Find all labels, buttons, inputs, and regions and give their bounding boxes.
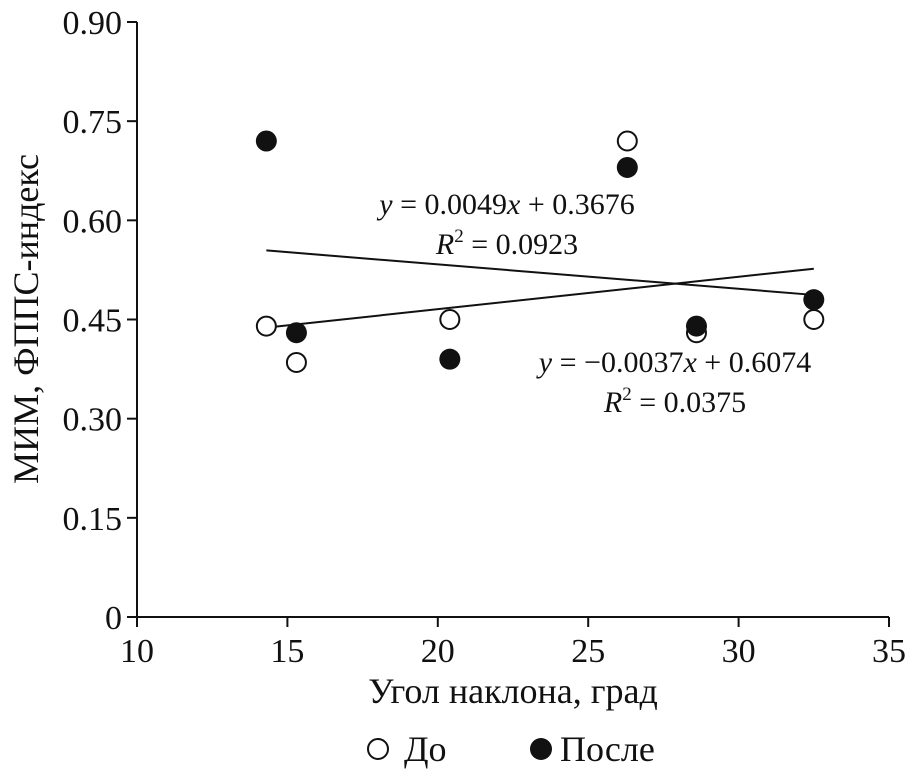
point-posle	[616, 156, 638, 178]
equation-annotation-posle: y = −0.0037x + 0.6074 R2 = 0.0375	[536, 346, 811, 419]
y-tick-label: 0.45	[63, 303, 123, 340]
data-points	[255, 130, 825, 373]
x-tick-label: 15	[270, 633, 304, 670]
equation-annotation-do: y = 0.0049x + 0.3676 R2 = 0.0923	[376, 188, 635, 261]
point-do	[439, 309, 461, 330]
point-posle	[285, 322, 307, 344]
y-tick-label: 0.90	[63, 5, 123, 42]
y-axis-title: МИМ, ФППС-индекс	[6, 154, 46, 484]
legend-marker-do	[367, 738, 389, 760]
y-tick-label: 0.60	[63, 203, 123, 240]
legend-label-posle: После	[560, 729, 655, 769]
point-posle	[685, 315, 707, 337]
y-tick-label: 0.30	[63, 402, 123, 439]
point-posle	[803, 289, 825, 311]
trend-line-do	[266, 267, 814, 329]
y-tick-label: 0.75	[63, 104, 123, 141]
r-squared-posle: R2 = 0.0375	[603, 384, 746, 419]
x-tick-label: 25	[571, 633, 605, 670]
trend-line-posle	[266, 249, 814, 296]
y-tick-label: 0	[105, 600, 122, 637]
point-do	[803, 309, 825, 330]
trend-lines	[266, 249, 814, 329]
y-tick-label: 0.15	[63, 501, 123, 538]
equation-do: y = 0.0049x + 0.3676	[376, 188, 635, 221]
x-tick-label: 30	[722, 633, 756, 670]
x-tick-label: 35	[872, 633, 906, 670]
r-squared-do: R2 = 0.0923	[435, 226, 578, 261]
point-posle	[255, 130, 277, 152]
legend-marker-posle	[530, 738, 552, 760]
x-tick-label: 10	[120, 633, 154, 670]
x-axis-title: Угол наклона, град	[368, 671, 658, 711]
equation-posle: y = −0.0037x + 0.6074	[536, 346, 811, 379]
legend-label-do: До	[404, 729, 447, 769]
x-tick-label: 20	[421, 633, 455, 670]
point-do	[255, 315, 277, 337]
axis-ticks: 10 15 20 25 30 35 0 0.15 0.30 0.45 0.60 0.75 0.90	[63, 5, 907, 670]
point-posle	[439, 348, 461, 370]
point-do	[616, 130, 638, 152]
point-do	[285, 351, 307, 373]
legend: До После	[367, 729, 655, 769]
